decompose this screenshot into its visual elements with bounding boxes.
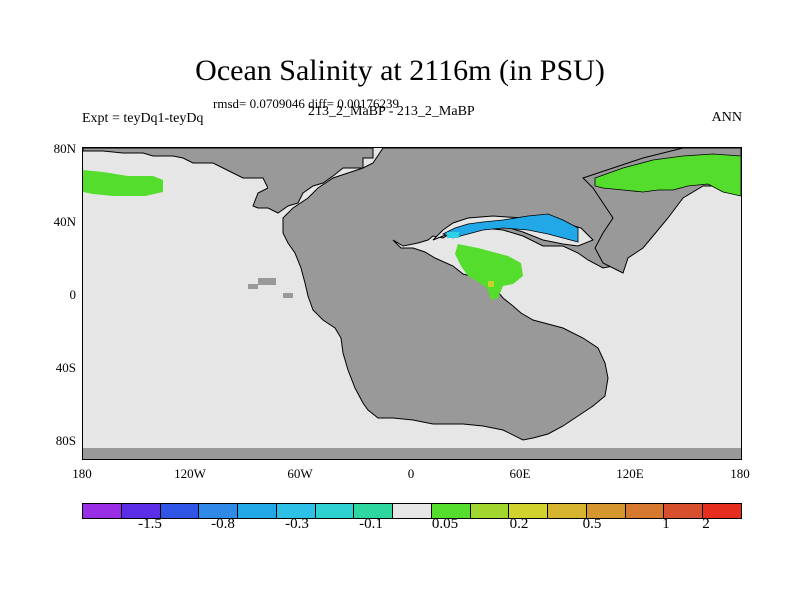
season-label: ANN (711, 110, 742, 125)
lon-label-180w: 180 (72, 466, 92, 481)
colorbar-label: 2 (702, 516, 710, 532)
colorbar (82, 503, 742, 519)
colorbar-box (354, 504, 394, 518)
colorbar-box (548, 504, 587, 518)
island (268, 186, 278, 196)
comparison-label: 213_2_MaBP - 213_2_MaBP (308, 104, 475, 119)
arctic-siberia-green-anomaly (594, 153, 741, 197)
colorbar-label: -0.8 (211, 516, 235, 532)
colorbar-box (238, 504, 277, 518)
colorbar-box (83, 504, 122, 518)
colorbar-label: 0.5 (582, 516, 602, 532)
stats-line: rmsd= 0.0709046 diff= 0.00176239 (213, 96, 399, 111)
lat-label-80s: 80S (55, 433, 76, 448)
lon-label-180e: 180 (730, 466, 750, 481)
colorbar-box (431, 504, 471, 518)
tethys-blue-anomaly (442, 213, 579, 243)
experiment-label: Expt = teyDq1-teyDq (82, 111, 204, 126)
colorbar-box (470, 504, 510, 518)
colorbar-label: -0.1 (359, 516, 383, 532)
colorbar-box (276, 504, 316, 518)
north-america-land (83, 148, 374, 214)
colorbar-box (199, 504, 239, 518)
lon-label-0: 0 (407, 466, 415, 481)
colorbar-label: 0.05 (431, 516, 459, 532)
tethys-cyan-anomaly (447, 232, 459, 238)
island (283, 293, 293, 298)
north-atlantic-green-anomaly (83, 170, 163, 196)
page-title: Ocean Salinity at 2116m (in PSU) (195, 54, 605, 87)
colorbar-box (664, 504, 704, 518)
colorbar-box (121, 504, 161, 518)
colorbar-box (393, 504, 432, 518)
lat-label-80n: 80N (53, 141, 76, 156)
colorbar-box (625, 504, 665, 518)
lat-label-0: 0 (69, 287, 77, 302)
colorbar-label: 0.2 (509, 516, 529, 532)
colorbar-box (509, 504, 549, 518)
colorbar-box (586, 504, 626, 518)
colorbar-label: -1.5 (138, 516, 162, 532)
colorbar-label: -0.3 (285, 516, 309, 532)
colorbar-box (703, 504, 742, 518)
island (248, 284, 258, 289)
lon-label-60w: 60W (287, 466, 313, 481)
map-canvas (83, 148, 741, 459)
colorbar-label: 1 (662, 516, 670, 532)
salinity-map (82, 147, 742, 460)
lat-label-40n: 40N (53, 214, 76, 229)
colorbar-box (160, 504, 200, 518)
lon-label-120w: 120W (174, 466, 206, 481)
lon-label-120e: 120E (616, 466, 644, 481)
lat-label-40s: 40S (55, 360, 76, 375)
lon-label-60e: 60E (509, 466, 531, 481)
island (258, 278, 276, 285)
tethys-green-anomaly (455, 244, 523, 300)
colorbar-box (315, 504, 355, 518)
antarctica-land (83, 448, 741, 459)
tethys-yellow-anomaly (488, 281, 494, 287)
